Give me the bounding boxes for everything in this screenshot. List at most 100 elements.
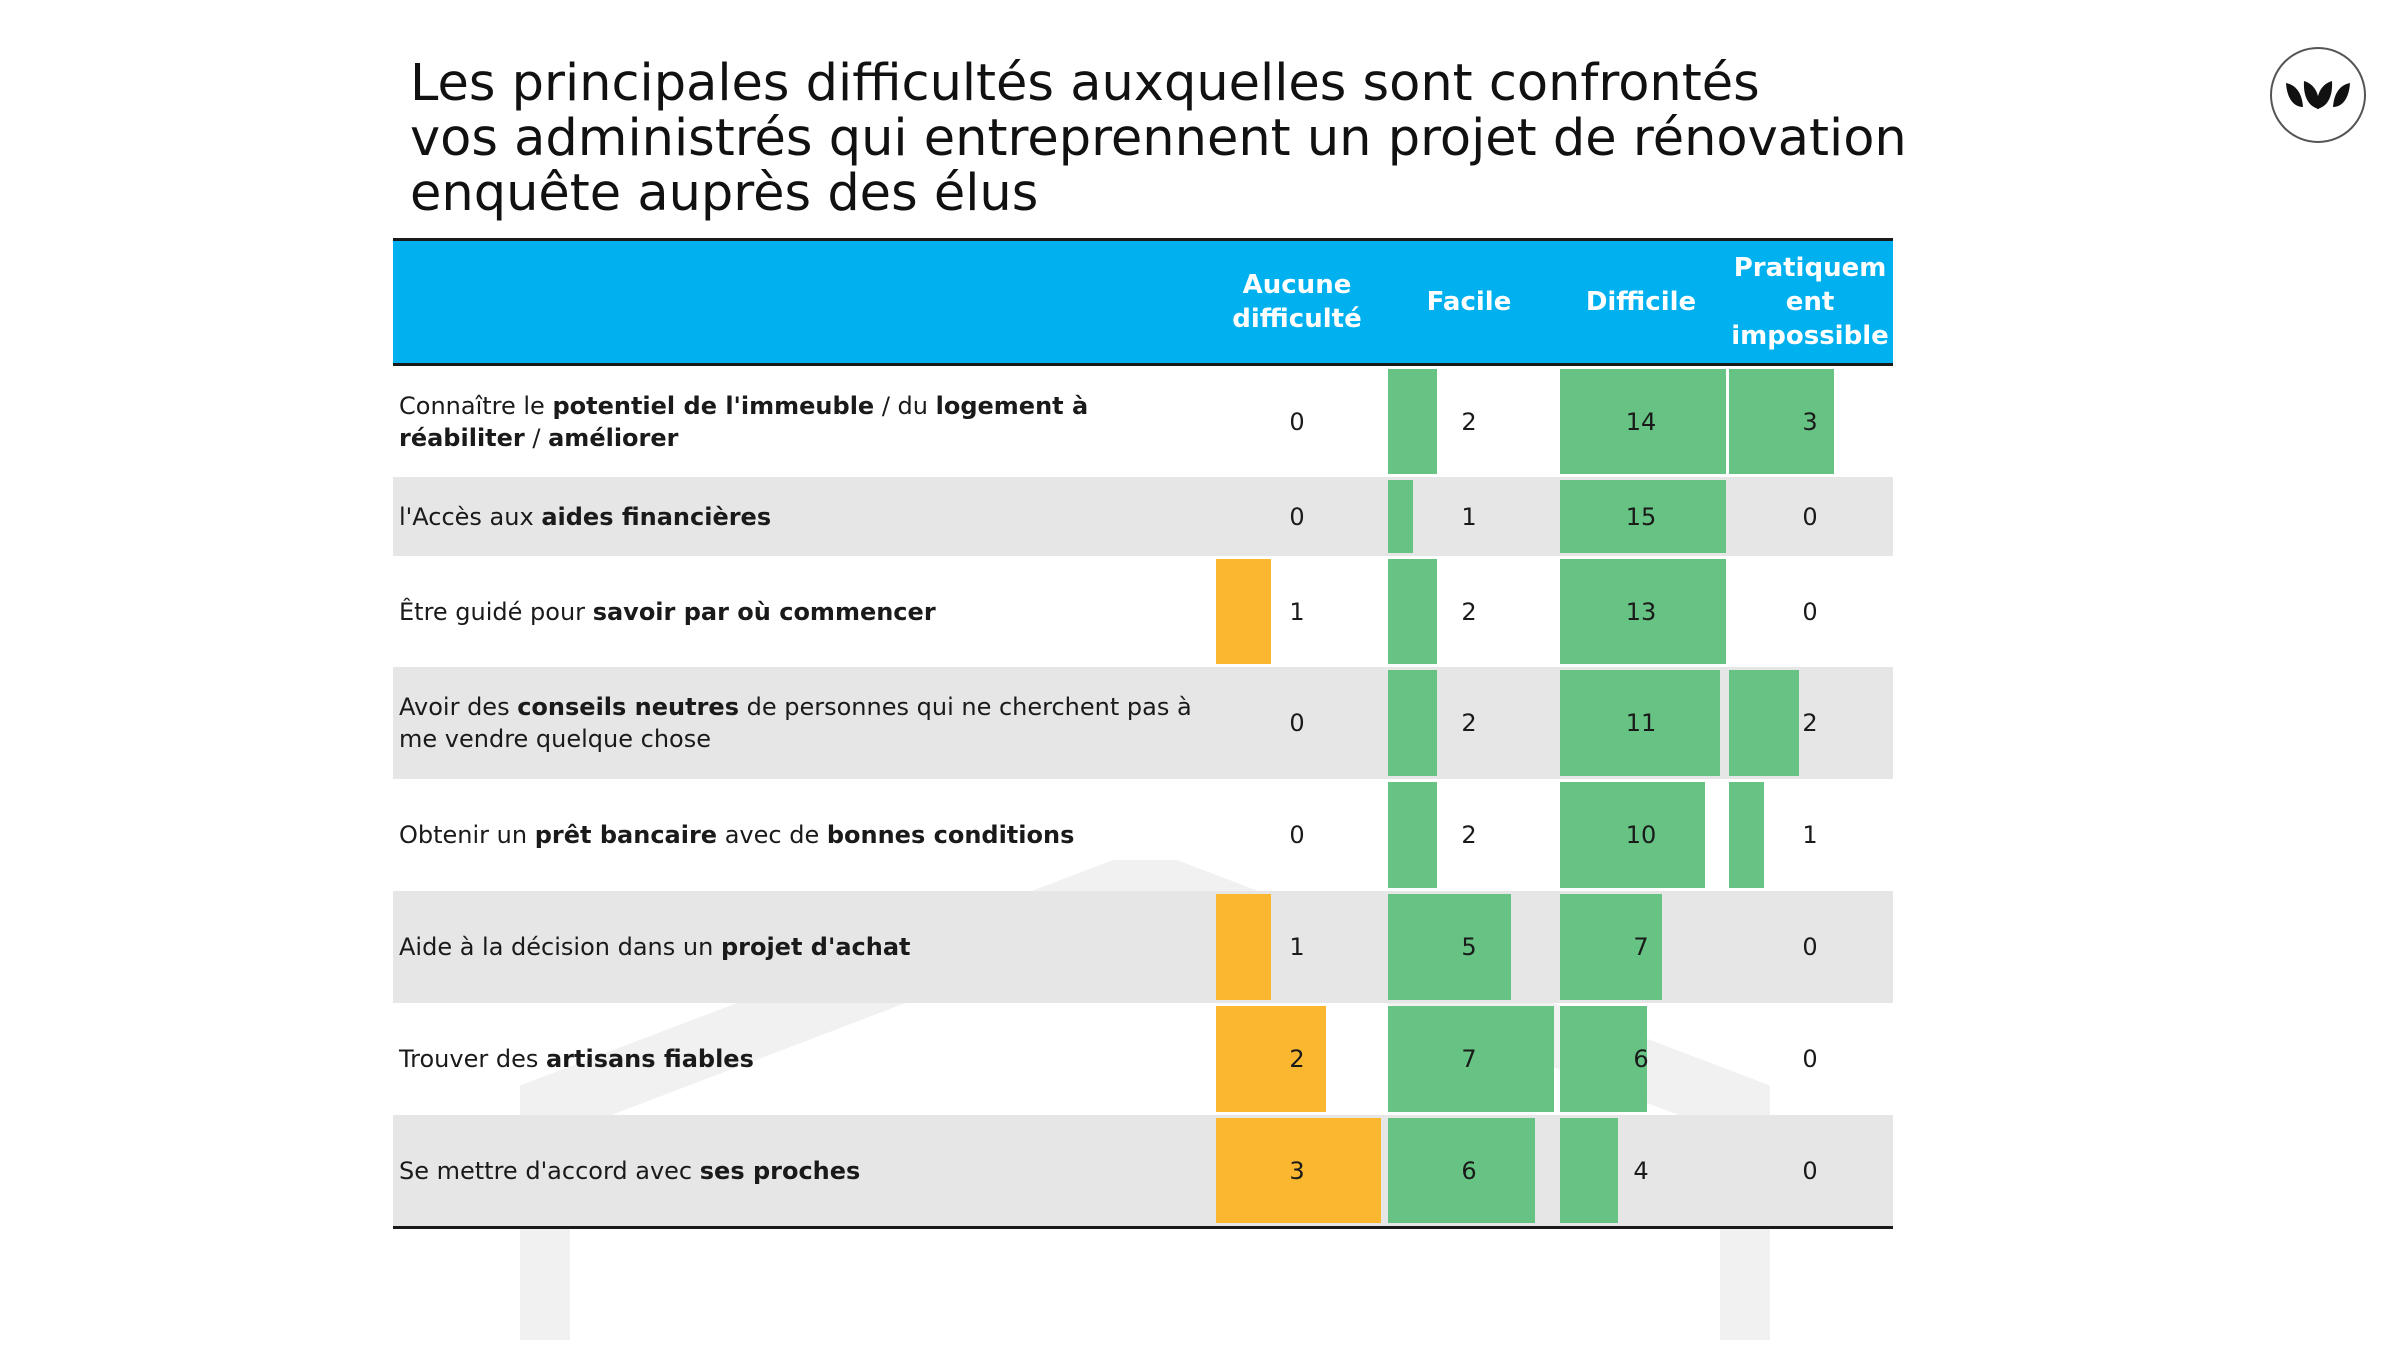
value-impossible: 0 [1802, 933, 1818, 961]
value-impossible: 0 [1802, 502, 1818, 531]
table-bottom-rule [393, 1226, 1893, 1229]
title-line-3: enquête auprès des élus [410, 164, 1039, 223]
value-facile: 2 [1461, 709, 1477, 737]
value-difficile: 4 [1633, 1156, 1649, 1185]
table-row: Avoir des conseils neutres de personnes … [393, 667, 1893, 779]
value-facile: 5 [1461, 933, 1477, 961]
row-label-bold-part: savoir par où commencer [592, 597, 936, 626]
title-line-2: vos administrés qui entreprennent un pro… [410, 109, 1907, 168]
row-label-bold-part: projet d'achat [720, 933, 911, 961]
row-label-bold-part: logement à réabiliter [399, 391, 1089, 452]
value-aucune: 1 [1289, 597, 1305, 626]
value-difficile: 14 [1625, 407, 1657, 436]
row-label-bold-part: ses proches [699, 1156, 861, 1185]
value-difficile: 11 [1625, 709, 1657, 737]
value-facile: 6 [1461, 1156, 1477, 1185]
value-aucune: 0 [1289, 502, 1305, 531]
row-label-part: l'Accès aux [399, 502, 542, 531]
bar-impossible [1729, 670, 1799, 776]
row-label: Avoir des conseils neutres de personnes … [399, 667, 1199, 779]
value-difficile: 7 [1633, 933, 1649, 961]
row-label: l'Accès aux aides financières [399, 477, 1199, 556]
bar-aucune [1216, 1006, 1326, 1112]
bar-facile [1388, 670, 1437, 776]
bar-impossible [1729, 369, 1834, 474]
column-header-line: ent [1785, 287, 1835, 317]
row-label-part: Être guidé pour [399, 597, 593, 626]
column-header-difficile: Difficile [1558, 241, 1724, 363]
value-impossible: 0 [1802, 1156, 1818, 1185]
bar-difficile [1560, 782, 1705, 888]
value-facile: 2 [1461, 597, 1477, 626]
row-label-part: Se mettre d'accord avec [399, 1156, 700, 1185]
table-row: Connaître le potentiel de l'immeuble / d… [393, 366, 1893, 477]
value-facile: 2 [1461, 407, 1477, 436]
column-header-line: impossible [1731, 321, 1889, 351]
row-label-bold-part: conseils neutres [517, 693, 739, 721]
bar-facile [1388, 782, 1437, 888]
bar-facile [1388, 894, 1511, 1000]
bar-impossible [1729, 782, 1764, 888]
row-label-part: avec de [717, 821, 827, 849]
row-label-part: Obtenir un [399, 821, 535, 849]
column-header-line: difficulté [1232, 304, 1362, 334]
column-header-line: Pratiquem [1733, 253, 1887, 283]
row-label: Obtenir un prêt bancaire avec de bonnes … [399, 779, 1199, 891]
row-label-part: de personnes qui ne cherchent pas à me v… [399, 693, 1192, 753]
value-facile: 2 [1461, 821, 1477, 849]
column-header-line: Difficile [1585, 287, 1697, 317]
table-row: l'Accès aux aides financières 0 1 15 0 [393, 477, 1893, 556]
bar-difficile [1560, 1006, 1647, 1112]
value-difficile: 15 [1625, 502, 1657, 531]
row-label: Être guidé pour savoir par où commencer [399, 556, 1199, 667]
bar-difficile [1560, 480, 1726, 553]
row-label-bold-part: potentiel de l'immeuble [552, 391, 875, 420]
table-row: Trouver des artisans fiables 2 7 6 0 [393, 1003, 1893, 1115]
table-row: Être guidé pour savoir par où commencer 1… [393, 556, 1893, 667]
value-impossible: 0 [1802, 1045, 1818, 1073]
difficulty-table: Aucune difficulté Facile Difficile Pratiquem… [393, 238, 1893, 1229]
column-header-facile: Facile [1386, 241, 1552, 363]
row-label: Connaître le potentiel de l'immeuble / d… [399, 366, 1199, 477]
value-facile: 1 [1461, 502, 1477, 531]
value-aucune: 3 [1289, 1156, 1305, 1185]
bar-facile [1388, 480, 1413, 553]
row-label-bold-part: améliorer [548, 423, 679, 452]
value-aucune: 0 [1289, 821, 1305, 849]
bar-facile [1388, 369, 1437, 474]
row-label-part: Avoir des [399, 693, 518, 721]
row-label: Aide à la décision dans un projet d'acha… [399, 891, 1199, 1003]
row-label-part: / du [874, 391, 936, 420]
value-facile: 7 [1461, 1045, 1477, 1073]
table-body: Connaître le potentiel de l'immeuble / d… [393, 366, 1893, 1226]
value-aucune: 2 [1289, 1045, 1305, 1073]
value-impossible: 3 [1802, 407, 1818, 436]
value-aucune: 0 [1289, 407, 1305, 436]
column-header-aucune: Aucune difficulté [1214, 241, 1380, 363]
table-row: Obtenir un prêt bancaire avec de bonnes … [393, 779, 1893, 891]
row-label-bold-part: bonnes conditions [826, 821, 1075, 849]
column-header-line: Facile [1426, 287, 1512, 317]
bar-facile [1388, 1118, 1535, 1223]
row-label: Trouver des artisans fiables [399, 1003, 1199, 1115]
bar-difficile [1560, 559, 1726, 664]
bar-aucune [1216, 1118, 1381, 1223]
bar-aucune [1216, 894, 1271, 1000]
value-impossible: 1 [1802, 821, 1818, 849]
bar-difficile [1560, 894, 1662, 1000]
row-label-part: Connaître le [399, 391, 553, 420]
table-row: Se mettre d'accord avec ses proches 3 6 4 0 [393, 1115, 1893, 1226]
column-header-impossible: Pratiquem ent impossible [1727, 241, 1893, 363]
row-label-bold-part: artisans fiables [545, 1045, 754, 1073]
row-label-part: Aide à la décision dans un [399, 933, 721, 961]
bar-difficile [1560, 670, 1720, 776]
title-line-1: Les principales difficultés auxquelles s… [410, 54, 1760, 113]
value-difficile: 6 [1633, 1045, 1649, 1073]
bar-difficile [1560, 369, 1726, 474]
value-difficile: 13 [1625, 597, 1657, 626]
bar-difficile [1560, 1118, 1618, 1223]
table-row: Aide à la décision dans un projet d'acha… [393, 891, 1893, 1003]
row-label: Se mettre d'accord avec ses proches [399, 1115, 1199, 1226]
leaves-logo-icon [2270, 47, 2366, 143]
value-impossible: 2 [1802, 709, 1818, 737]
